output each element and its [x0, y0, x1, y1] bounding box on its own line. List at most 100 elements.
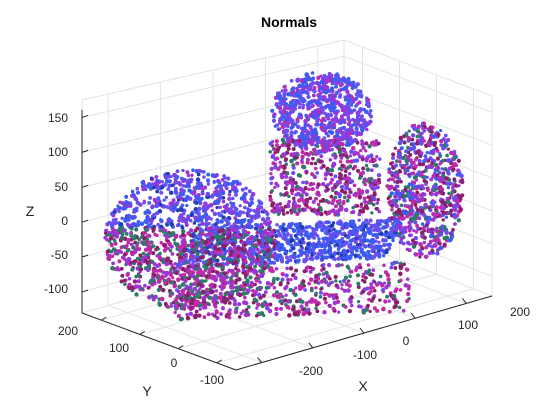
data-point: [399, 224, 403, 229]
data-point: [163, 301, 168, 307]
data-point: [268, 260, 273, 265]
data-point: [331, 231, 336, 236]
data-point: [360, 157, 365, 162]
data-point: [438, 162, 442, 166]
data-point: [173, 176, 178, 182]
data-point: [205, 178, 211, 183]
data-point: [398, 288, 403, 292]
data-point: [217, 211, 221, 216]
data-point: [386, 235, 391, 240]
data-point: [356, 113, 361, 117]
data-point: [278, 160, 282, 165]
data-point: [447, 238, 453, 243]
data-point: [315, 144, 320, 148]
data-point: [444, 230, 449, 235]
data-point: [146, 210, 151, 214]
data-point: [377, 245, 382, 251]
data-point: [313, 279, 318, 284]
data-point: [295, 78, 300, 83]
data-point: [352, 227, 358, 233]
data-point: [310, 208, 315, 213]
data-point: [316, 81, 322, 87]
data-point: [169, 304, 173, 308]
data-point: [402, 262, 406, 266]
data-point: [283, 134, 287, 139]
data-point: [352, 152, 357, 157]
data-point: [421, 126, 425, 131]
data-point: [334, 84, 338, 89]
data-point: [429, 200, 434, 205]
data-point: [382, 263, 386, 268]
data-point: [277, 232, 282, 237]
data-point: [278, 94, 283, 98]
data-point: [156, 222, 160, 227]
data-point: [271, 161, 276, 166]
data-point: [298, 173, 303, 178]
data-point: [231, 289, 236, 293]
data-point: [275, 222, 279, 227]
data-point: [275, 91, 281, 96]
data-point: [308, 265, 313, 270]
data-point: [342, 195, 347, 200]
data-point: [189, 233, 194, 238]
data-point: [164, 195, 169, 200]
data-point: [244, 307, 249, 312]
data-point: [347, 279, 351, 283]
data-point: [355, 140, 360, 145]
data-point: [169, 267, 173, 271]
data-point: [257, 240, 262, 245]
data-point: [420, 234, 424, 239]
data-point: [235, 285, 240, 290]
data-point: [302, 258, 307, 264]
data-point: [416, 208, 420, 212]
data-point: [422, 192, 427, 197]
data-point: [184, 197, 189, 203]
data-point: [412, 216, 417, 221]
z-tick: [81, 219, 89, 223]
data-point: [196, 172, 201, 177]
data-point: [155, 178, 159, 183]
data-point: [290, 124, 295, 129]
data-point: [431, 149, 436, 155]
data-point: [134, 197, 139, 202]
data-point: [209, 240, 213, 245]
data-point: [312, 236, 316, 240]
data-point: [424, 143, 429, 148]
data-point: [106, 232, 111, 237]
data-point: [103, 235, 108, 240]
data-point: [338, 219, 343, 224]
data-point: [331, 198, 336, 203]
data-point: [330, 163, 336, 169]
data-point: [396, 207, 402, 212]
data-point: [305, 102, 311, 108]
data-point: [370, 240, 376, 245]
data-point: [184, 293, 190, 299]
data-point: [343, 108, 348, 113]
data-point: [266, 264, 271, 269]
data-point: [280, 272, 285, 277]
data-point: [368, 218, 373, 223]
data-point: [345, 94, 350, 98]
data-point: [219, 219, 224, 224]
data-point: [415, 129, 421, 134]
data-point: [417, 158, 422, 163]
data-point: [460, 179, 465, 185]
data-point: [321, 263, 326, 267]
data-point: [450, 158, 454, 162]
data-point: [408, 153, 413, 157]
data-point: [328, 304, 332, 309]
data-point: [339, 184, 345, 190]
data-point: [387, 309, 392, 314]
data-point: [292, 102, 298, 107]
data-point: [348, 154, 353, 158]
data-point: [377, 254, 382, 259]
data-point: [273, 256, 278, 261]
data-point: [128, 204, 133, 209]
data-point: [189, 254, 194, 259]
data-point: [278, 292, 283, 297]
data-point: [368, 108, 373, 113]
data-point: [286, 281, 290, 285]
data-point: [320, 142, 325, 148]
data-point: [327, 129, 332, 134]
data-point: [355, 273, 361, 278]
